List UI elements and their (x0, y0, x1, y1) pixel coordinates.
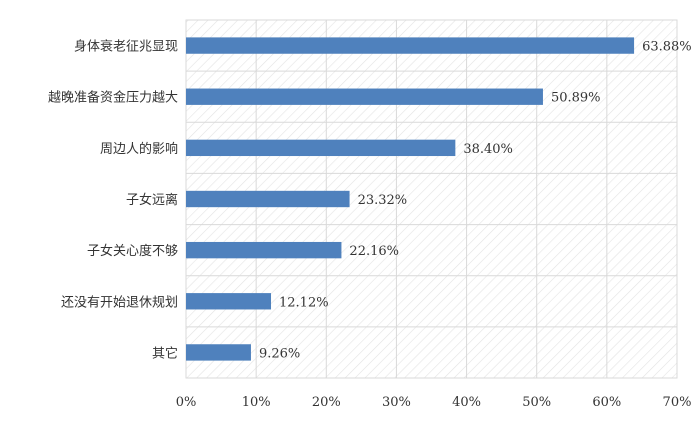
data-label: 63.88% (642, 40, 692, 55)
category-label: 周边人的影响 (100, 141, 178, 157)
bars (186, 37, 635, 361)
x-tick-label: 30% (382, 395, 411, 410)
x-axis-tick-labels: 0% 10% 20% 30% 40% 50% 60% 70% (176, 395, 692, 410)
x-tick-label: 40% (452, 395, 481, 410)
category-label: 其它 (152, 345, 178, 361)
bar (186, 88, 543, 105)
x-tick-label: 50% (522, 395, 551, 410)
bar (186, 344, 251, 361)
x-tick-label: 10% (242, 395, 271, 410)
data-label: 50.89% (551, 91, 601, 106)
category-label: 子女远离 (126, 192, 178, 208)
category-label: 子女关心度不够 (87, 243, 178, 259)
bar (186, 241, 342, 259)
bar (186, 293, 272, 310)
bar (186, 37, 635, 54)
bar (186, 139, 456, 157)
category-label: 还没有开始退休规划 (61, 295, 178, 310)
data-label: 9.26% (259, 346, 300, 361)
x-tick-label: 60% (592, 395, 621, 410)
x-tick-label: 70% (663, 395, 692, 410)
x-tick-label: 0% (176, 395, 197, 410)
data-label: 22.16% (349, 244, 399, 259)
bar (186, 190, 350, 208)
data-label: 12.12% (279, 295, 329, 310)
data-label: 38.40% (463, 142, 513, 157)
category-label: 身体衰老征兆显现 (74, 39, 178, 55)
category-label: 越晚准备资金压力越大 (48, 90, 178, 106)
x-tick-label: 20% (312, 395, 341, 410)
category-axis-labels: 身体衰老征兆显现越晚准备资金压力越大周边人的影响子女远离子女关心度不够还没有开始… (48, 39, 178, 362)
data-labels: 63.88% 50.89% 38.40% 23.32% 22.16% 12.12% 9.26… (259, 40, 692, 362)
data-label: 23.32% (358, 193, 408, 208)
